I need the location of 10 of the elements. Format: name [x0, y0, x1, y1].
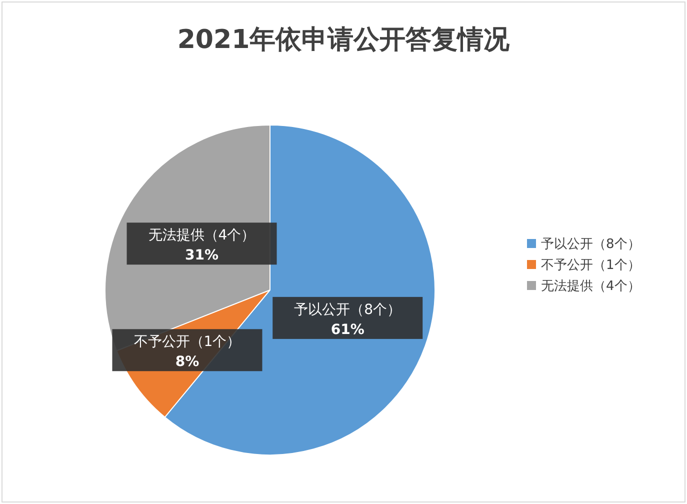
data-label: 31%: [185, 248, 219, 264]
data-label: 8%: [175, 354, 200, 370]
data-label: 61%: [330, 322, 364, 338]
chart-title: 2021年依申请公开答复情况: [177, 25, 511, 55]
legend-label: 无法提供（4个）: [541, 279, 640, 294]
slice-label: 予以公开（8个）: [294, 302, 402, 318]
slice-label: 无法提供（4个）: [148, 228, 256, 244]
slice-label: 不予公开（1个）: [134, 334, 241, 350]
legend-label: 予以公开（8个）: [541, 237, 640, 252]
legend-label: 不予公开（1个）: [541, 258, 640, 273]
